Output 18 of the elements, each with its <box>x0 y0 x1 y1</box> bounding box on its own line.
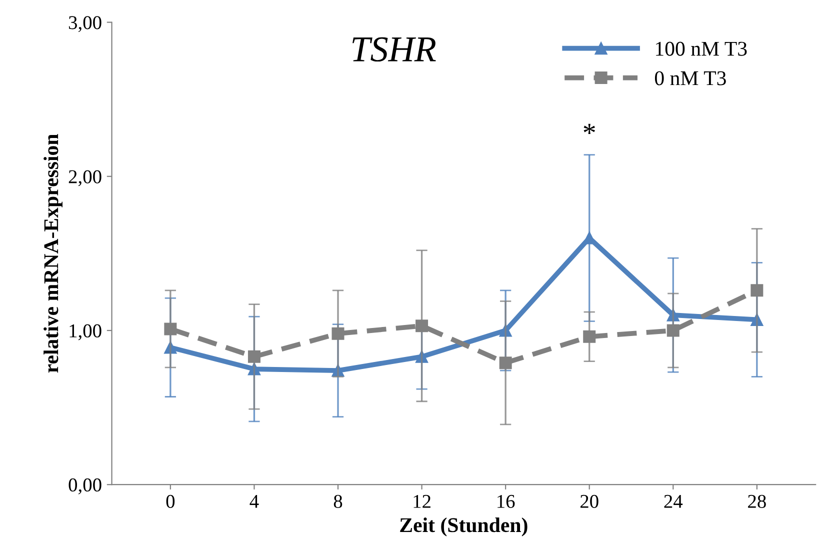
x-axis-title: Zeit (Stunden) <box>400 518 528 536</box>
y-tick-label: 3,00 <box>68 16 102 32</box>
y-axis-title: relative mRNA-Expression <box>44 134 62 373</box>
x-tick-label: 8 <box>334 494 342 508</box>
x-tick-label: 4 <box>250 495 259 508</box>
legend-label: 100 nM T3 <box>656 42 747 56</box>
x-tick-label: 16 <box>498 494 515 508</box>
x-tick-label: 28 <box>748 494 766 508</box>
legend-label: 0 nM T3 <box>654 71 726 86</box>
y-tick-label: 1,00 <box>70 324 102 340</box>
x-tick-label: 12 <box>414 494 430 508</box>
x-tick-label: 0 <box>166 494 175 508</box>
annotation: * <box>584 124 595 134</box>
y-tick-label: 0,00 <box>68 478 102 494</box>
y-tick-label: 2,00 <box>68 170 102 186</box>
chart-title: TSHR <box>352 37 436 62</box>
x-tick-label: 20 <box>580 494 598 508</box>
x-tick-label: 24 <box>664 494 683 508</box>
